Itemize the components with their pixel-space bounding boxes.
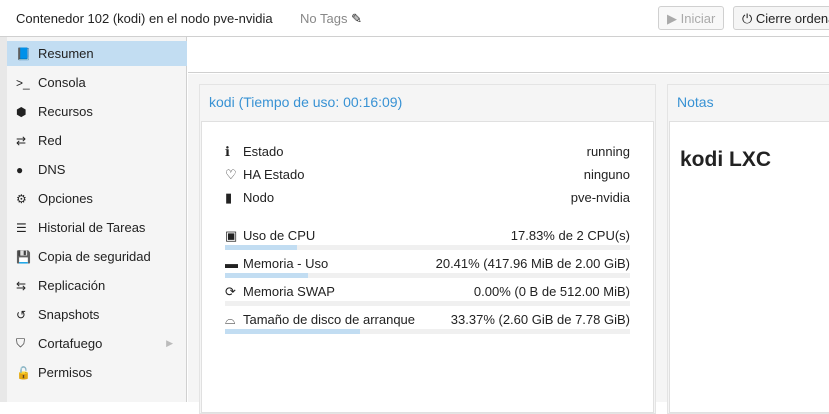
power-icon: ⏻ bbox=[742, 11, 756, 26]
notes-title: Notas bbox=[677, 94, 714, 110]
sidebar-item-replicaci-n[interactable]: ⇆ Replicación bbox=[7, 273, 187, 298]
retweet-icon: ⇆ bbox=[16, 278, 27, 293]
sidebar-item-label: Permisos bbox=[38, 365, 93, 380]
usage-value: 17.83% de 2 CPU(s) bbox=[510, 228, 630, 243]
usage-label: Memoria - Uso bbox=[243, 256, 329, 271]
history-icon: ↺ bbox=[16, 307, 27, 322]
gear-icon: ⚙ bbox=[16, 191, 27, 206]
terminal-icon: >_ bbox=[16, 75, 30, 90]
status-row: ♡ HA Estado ninguno bbox=[225, 167, 630, 183]
top-bar: Contenedor 102 (kodi) en el nodo pve-nvi… bbox=[0, 0, 829, 37]
sidebar-item-label: Copia de seguridad bbox=[38, 249, 151, 264]
status-row: ℹ Estado running bbox=[225, 144, 630, 160]
tags-label: No Tags bbox=[300, 11, 348, 26]
usage-row: ⌓ Tamaño de disco de arranque 33.37% (2.60… bbox=[225, 312, 630, 328]
pencil-icon: ✎ bbox=[347, 11, 362, 26]
sidebar-item-label: Snapshots bbox=[38, 307, 100, 322]
usage-value: 0.00% (0 B de 512.00 MiB) bbox=[473, 284, 630, 299]
server-icon: ▮ bbox=[225, 190, 233, 205]
shield-icon: ⛉ bbox=[16, 336, 26, 350]
sidebar-item-resumen[interactable]: 📘 Resumen bbox=[7, 41, 187, 66]
usage-bar-fill bbox=[225, 245, 298, 250]
start-button[interactable]: ▶ Iniciar bbox=[658, 6, 725, 30]
page-title: Contenedor 102 (kodi) en el nodo pve-nvi… bbox=[16, 11, 273, 26]
usage-label: Memoria SWAP bbox=[243, 284, 335, 299]
info-icon: ℹ bbox=[225, 144, 230, 159]
sidebar-item-permisos[interactable]: 🔓 Permisos bbox=[7, 360, 187, 385]
unlock-icon: 🔓 bbox=[16, 365, 31, 380]
sidebar-item-red[interactable]: ⇄ Red bbox=[7, 128, 187, 153]
status-row: ▮ Nodo pve-nvidia bbox=[225, 190, 630, 206]
usage-value: 20.41% (417.96 MiB de 2.00 GiB) bbox=[435, 256, 630, 271]
refresh-icon: ⟳ bbox=[225, 284, 236, 299]
status-label: Estado bbox=[243, 144, 284, 159]
notes-panel: Notas kodi LXC bbox=[667, 84, 829, 414]
cube-icon: ⬢ bbox=[16, 104, 27, 119]
sidebar-item-label: Consola bbox=[38, 75, 86, 90]
sidebar-item-label: Replicación bbox=[38, 278, 106, 293]
sidebar-item-label: Red bbox=[38, 133, 62, 148]
sidebar: 📘 Resumen >_ Consola ⬢ Recursos ⇄ Red ● DNS ⚙ Opcio… bbox=[7, 37, 187, 402]
usage-row: ▣ Uso de CPU 17.83% de 2 CPU(s) bbox=[225, 228, 630, 244]
book-icon: 📘 bbox=[16, 46, 31, 61]
sidebar-item-label: Resumen bbox=[38, 46, 94, 61]
usage-bar bbox=[225, 329, 630, 334]
status-label: HA Estado bbox=[243, 167, 305, 182]
sidebar-item-recursos[interactable]: ⬢ Recursos bbox=[7, 99, 187, 124]
sidebar-item-label: Opciones bbox=[38, 191, 93, 206]
floppy-icon: 💾 bbox=[16, 249, 31, 264]
resource-tree-edge bbox=[0, 37, 7, 402]
heartbeat-icon: ♡ bbox=[225, 167, 237, 182]
usage-row: ▬ Memoria - Uso 20.41% (417.96 MiB de 2.00… bbox=[225, 256, 630, 271]
summary-body bbox=[201, 121, 654, 413]
exchange-icon: ⇄ bbox=[16, 133, 27, 148]
sidebar-item-dns[interactable]: ● DNS bbox=[7, 157, 187, 182]
notes-content: kodi LXC bbox=[680, 148, 772, 171]
usage-bar-fill bbox=[225, 273, 308, 278]
cpu-icon: ▣ bbox=[225, 228, 238, 243]
hdd-icon: ⌓ bbox=[225, 312, 236, 327]
play-icon: ▶ bbox=[667, 11, 681, 26]
globe-icon: ● bbox=[16, 162, 24, 177]
sidebar-item-opciones[interactable]: ⚙ Opciones bbox=[7, 186, 187, 211]
sidebar-item-consola[interactable]: >_ Consola bbox=[7, 70, 187, 95]
sidebar-item-historial-de-tareas[interactable]: ☰ Historial de Tareas bbox=[7, 215, 187, 240]
status-value: ninguno bbox=[583, 167, 630, 182]
shutdown-button[interactable]: ⏻ Cierre ordena bbox=[733, 6, 829, 30]
toolbar bbox=[188, 37, 829, 73]
notes-body: kodi LXC bbox=[669, 121, 829, 413]
sidebar-item-snapshots[interactable]: ↺ Snapshots bbox=[7, 302, 187, 327]
status-value: pve-nvidia bbox=[570, 190, 630, 205]
usage-bar bbox=[225, 301, 630, 306]
usage-label: Uso de CPU bbox=[243, 228, 316, 243]
status-value: running bbox=[586, 144, 630, 159]
usage-label: Tamaño de disco de arranque bbox=[243, 312, 416, 327]
usage-row: ⟳ Memoria SWAP 0.00% (0 B de 512.00 MiB) bbox=[225, 284, 630, 300]
status-label: Nodo bbox=[243, 190, 275, 205]
sidebar-item-copia-de-seguridad[interactable]: 💾 Copia de seguridad bbox=[7, 244, 187, 269]
sidebar-item-label: Recursos bbox=[38, 104, 93, 119]
memory-icon: ▬ bbox=[225, 256, 238, 271]
sidebar-item-label: DNS bbox=[38, 162, 66, 177]
sidebar-item-label: Cortafuego bbox=[38, 336, 103, 351]
sidebar-item-label: Historial de Tareas bbox=[38, 220, 146, 235]
summary-title: kodi (Tiempo de uso: 00:16:09) bbox=[209, 94, 403, 110]
usage-bar bbox=[225, 273, 630, 278]
tags-edit[interactable]: No Tags ✎ bbox=[300, 11, 362, 27]
usage-bar bbox=[225, 245, 630, 250]
usage-bar-fill bbox=[225, 329, 361, 334]
list-icon: ☰ bbox=[16, 220, 27, 235]
sidebar-item-cortafuego[interactable]: ⛉ Cortafuego ▶ bbox=[7, 331, 187, 356]
chevron-right-icon: ▶ bbox=[166, 338, 173, 348]
usage-value: 33.37% (2.60 GiB de 7.78 GiB) bbox=[450, 312, 630, 327]
